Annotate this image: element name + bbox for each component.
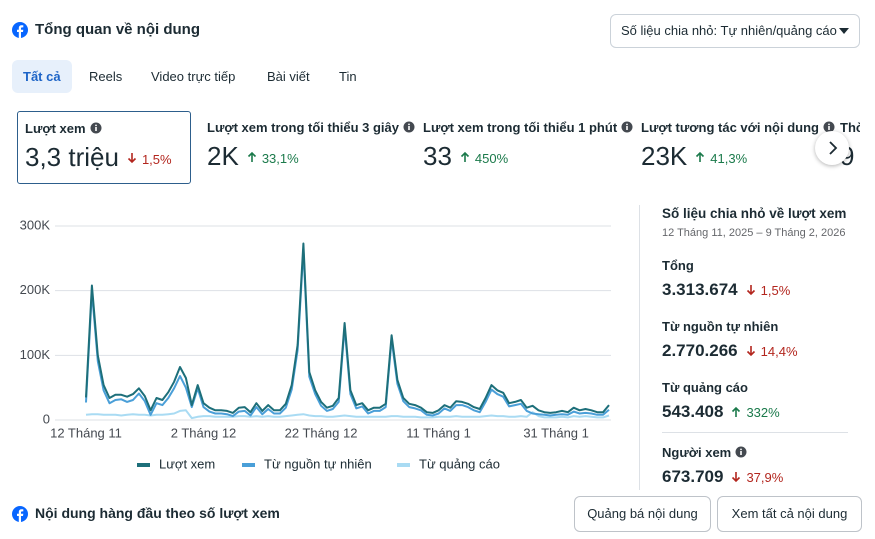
breakdown-label-text: Tổng xyxy=(662,258,694,273)
breakdown-change: 332% xyxy=(746,404,780,420)
breakdown-value: 2.770.266 xyxy=(662,341,738,360)
info-icon xyxy=(90,122,102,134)
section-title: Nội dung hàng đầu theo số lượt xem xyxy=(35,505,280,521)
legend-label: Từ nguồn tự nhiên xyxy=(264,456,372,471)
breakdown-dropdown[interactable]: Số liệu chia nhỏ: Tự nhiên/quảng cáo xyxy=(610,14,860,48)
metric-label: Lượt tương tác với nội dung xyxy=(641,120,835,135)
legend-label: Từ quảng cáo xyxy=(419,456,500,471)
breakdown-separator xyxy=(662,432,848,433)
metric-value-row: 33 450% xyxy=(423,141,508,172)
footer-button[interactable]: Xem tất cả nội dung xyxy=(717,496,862,532)
metric-label-text: Thờ xyxy=(840,120,860,135)
breakdown-value: 543.408 xyxy=(662,402,724,421)
breakdown-label: Từ quảng cáo xyxy=(662,380,748,395)
breakdown-value-row: 543.408 332% xyxy=(662,402,780,422)
breakdown-change: 1,5% xyxy=(760,282,791,298)
x-tick-label: 2 Tháng 12 xyxy=(171,425,237,440)
dropdown-label: Số liệu chia nhỏ: Tự nhiên/quảng cáo xyxy=(621,23,837,38)
breakdown-value-row: 673.709 37,9% xyxy=(662,467,783,487)
metric-change: 450% xyxy=(474,151,509,166)
footer-button[interactable]: Quảng bá nội dung xyxy=(574,496,711,532)
tab[interactable]: Reels xyxy=(89,69,123,84)
next-button[interactable] xyxy=(815,131,849,165)
tab[interactable]: Bài viết xyxy=(267,69,310,84)
tab[interactable]: Tin xyxy=(339,69,357,84)
y-tick-label: 100K xyxy=(20,347,51,362)
x-tick-label: 31 Tháng 1 xyxy=(523,425,589,440)
breakdown-label-text: Từ nguồn tự nhiên xyxy=(662,319,779,334)
metric-card[interactable]: Lượt xem trong tối thiểu 3 giây 2K 33,1% xyxy=(200,111,415,184)
metric-label-text: Lượt xem xyxy=(25,121,86,136)
trend-arrow xyxy=(746,285,755,296)
trend-arrow xyxy=(696,151,705,162)
breakdown-change: 14,4% xyxy=(760,343,798,359)
x-tick-label: 22 Tháng 12 xyxy=(285,425,358,440)
views-chart: 0 100K 200K 300K 12 Tháng 11 2 Tháng 12 22 Thá… xyxy=(20,217,611,471)
metric-label-text: Lượt tương tác với nội dung xyxy=(641,120,819,135)
metric-card[interactable]: Lượt xem trong tối thiểu 1 phút 33 450% xyxy=(416,111,633,184)
series-line xyxy=(85,248,610,418)
metric-label-text: Lượt xem trong tối thiểu 1 phút xyxy=(423,120,618,135)
metric-value: 23K xyxy=(641,141,688,171)
x-tick-label: 11 Tháng 1 xyxy=(406,425,471,440)
metric-card[interactable]: Lượt xem 3,3 triệu 1,5% xyxy=(17,111,191,184)
info-icon xyxy=(823,121,835,133)
trend-arrow xyxy=(732,472,741,483)
metric-value: 3,3 triệu xyxy=(25,142,119,172)
metric-label: Lượt xem xyxy=(25,121,102,136)
chevron-right xyxy=(829,141,838,155)
breakdown-label-text: Từ quảng cáo xyxy=(662,380,748,395)
metric-value: 33 xyxy=(423,141,452,171)
metric-value-row: 2K 33,1% xyxy=(207,141,299,172)
breakdown-label: Tổng xyxy=(662,258,694,273)
breakdown-label: Từ nguồn tự nhiên xyxy=(662,319,778,334)
metric-label-text: Lượt xem trong tối thiểu 3 giây xyxy=(207,120,400,135)
breakdown-title: Số liệu chia nhỏ về lượt xem xyxy=(662,206,847,221)
metric-label: Thờ xyxy=(840,120,860,135)
metric-label: Lượt xem trong tối thiểu 1 phút xyxy=(423,120,633,135)
y-tick-label: 0 xyxy=(43,411,50,426)
tab[interactable]: Video trực tiếp xyxy=(151,69,236,84)
trend-arrow xyxy=(247,151,256,162)
info-icon xyxy=(403,121,415,133)
breakdown-value: 673.709 xyxy=(662,467,724,486)
facebook-icon xyxy=(12,22,28,38)
breakdown-change: 37,9% xyxy=(746,469,784,485)
metric-change: 1,5% xyxy=(141,152,172,167)
legend-label: Lượt xem xyxy=(159,456,215,471)
series-line xyxy=(85,242,610,414)
info-icon xyxy=(621,121,633,133)
x-tick-label: 12 Tháng 11 xyxy=(50,425,122,440)
panel-divider xyxy=(639,205,640,490)
y-tick-label: 200K xyxy=(20,282,51,297)
y-tick-label: 300K xyxy=(20,217,51,232)
breakdown-label-text: Người xem xyxy=(662,445,732,460)
page-title: Tổng quan về nội dung xyxy=(35,21,200,38)
breakdown-date-range: 12 Tháng 11, 2025 – 9 Tháng 2, 2026 xyxy=(662,227,846,239)
breakdown-value-row: 2.770.266 14,4% xyxy=(662,341,798,361)
info-icon xyxy=(735,446,747,458)
metric-value: 2K xyxy=(207,141,239,171)
metric-label: Lượt xem trong tối thiểu 3 giây xyxy=(207,120,415,135)
breakdown-value: 3.313.674 xyxy=(662,280,738,299)
metric-card[interactable]: Lượt tương tác với nội dung 23K 41,3% xyxy=(634,111,835,184)
metric-value-row: 3,3 triệu 1,5% xyxy=(25,142,172,173)
trend-arrow xyxy=(732,406,741,417)
trend-arrow xyxy=(127,152,137,163)
tab[interactable]: Tất cả xyxy=(12,60,72,93)
dropdown-caret xyxy=(839,28,849,34)
breakdown-label: Người xem xyxy=(662,445,747,460)
series-line xyxy=(85,409,610,420)
metric-change: 33,1% xyxy=(261,151,299,166)
metric-strip: Lượt xem 3,3 triệu 1,5% Lượt xem trong tối … xyxy=(17,111,860,185)
trend-arrow xyxy=(460,151,469,162)
facebook-icon xyxy=(12,506,28,522)
metric-value-row: 23K 41,3% xyxy=(641,141,747,172)
trend-arrow xyxy=(746,346,755,357)
metric-change: 41,3% xyxy=(710,151,748,166)
breakdown-value-row: 3.313.674 1,5% xyxy=(662,280,790,300)
